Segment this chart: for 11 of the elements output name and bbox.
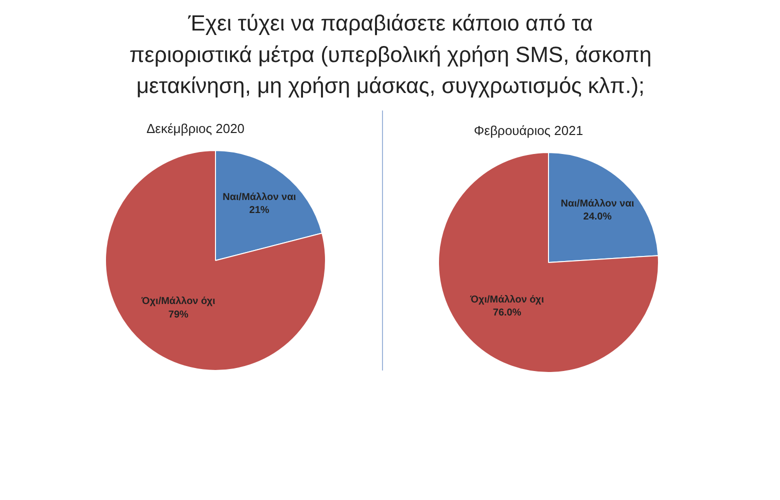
data-label: 76.0% — [492, 308, 522, 319]
data-label: 24.0% — [583, 211, 612, 222]
chart-subtitle: Φεβρουάριος 2021 — [474, 123, 584, 138]
slice-label: Ναι/Μάλλον ναι — [560, 198, 634, 210]
slice-label: Όχι/Μάλλον όχι — [469, 294, 544, 306]
text: Έχει τύχει να παραβιάσετε κάποιο από τα περιοριστικά μέτρα (υπερβολική χρήση SMS, άσκοπη μετακίνηση, μη χρήση μάσκας, συγχρωτισμός κλπ.); — [129, 10, 652, 98]
data-label: 79% — [168, 309, 189, 320]
slice-label: Όχι/Μάλλον όχι — [140, 296, 216, 308]
chart-subtitle: Δεκέμβριος 2020 — [146, 121, 245, 136]
slice-label: Ναι/Μάλλον ναι — [222, 192, 296, 203]
data-label: 21% — [249, 205, 270, 216]
